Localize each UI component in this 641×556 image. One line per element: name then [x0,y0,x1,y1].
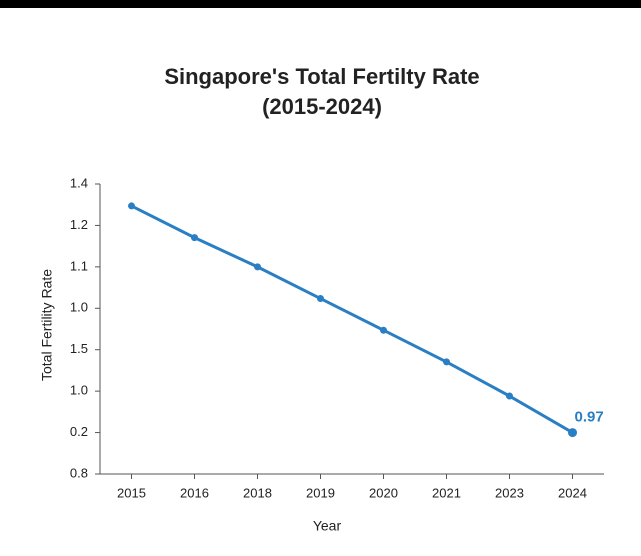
y-tick-label: 1.0 [70,383,88,398]
x-tick-label: 2015 [117,485,146,500]
x-tick-label: 2023 [495,485,524,500]
y-axis-title: Total Fertility Rate [39,269,55,381]
x-tick-label: 2024 [558,485,587,500]
y-tick-label: 1.4 [70,175,88,190]
point [254,263,261,271]
y-tick-label: 1.0 [70,300,88,315]
point [317,295,324,303]
x-tick-label: 2019 [306,485,335,500]
y-tick-label: 1.2 [70,217,88,232]
x-axis-title: Year [313,518,342,534]
chart-title: Singapore's Total Fertilty Rate [164,64,479,89]
point [506,392,513,400]
y-tick-label: 0.8 [70,465,88,480]
point [568,428,577,438]
point [380,326,387,334]
y-tick-label: 1.5 [70,341,88,356]
x-tick-label: 2021 [432,485,461,500]
y-tick-label: 1.1 [70,258,88,273]
x-tick-label: 2020 [369,485,398,500]
x-tick-label: 2018 [243,485,272,500]
point [191,234,198,242]
chart-subtitle: (2015-2024) [262,94,382,119]
top-bar [0,0,641,8]
x-tick-label: 2016 [180,485,209,500]
point [128,202,135,210]
data-label: 0.97 [575,409,604,426]
line [130,204,574,434]
point [443,358,450,366]
y-tick-label: 0.2 [70,424,88,439]
